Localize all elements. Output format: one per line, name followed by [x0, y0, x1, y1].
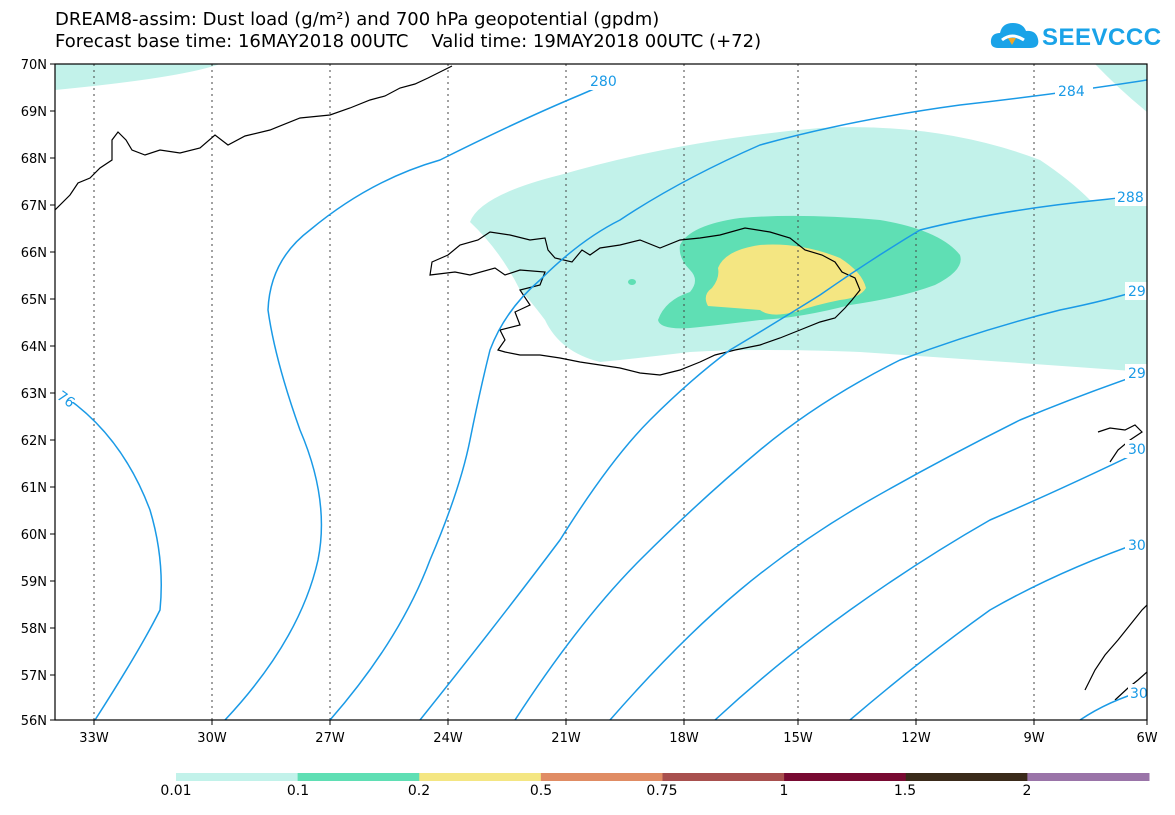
lat-label-70N: 70N: [21, 58, 47, 73]
lat-label-58N: 58N: [21, 622, 47, 637]
colorbar-label: 0.01: [160, 783, 192, 799]
lat-label-59N: 59N: [21, 575, 47, 590]
plot-frame: [54, 63, 1148, 721]
colorbar-swatch: [540, 773, 663, 781]
contour-label-308: 30: [1130, 686, 1148, 702]
longitude-labels: 33W 30W 27W 24W 21W 18W 15W 12W 9W 6W: [79, 731, 1157, 746]
dust-area-0.1-spot: [628, 279, 636, 285]
colorbar-label: 1: [779, 783, 789, 799]
lat-label-60N: 60N: [21, 528, 47, 543]
lat-label-64N: 64N: [21, 340, 47, 355]
tick-marks: [50, 63, 1148, 725]
lon-label-33W: 33W: [79, 731, 109, 746]
lat-label-68N: 68N: [21, 152, 47, 167]
colorbar-swatch: [419, 773, 542, 781]
contour-label-284: 284: [1058, 84, 1085, 100]
greenland-coast: [55, 65, 453, 211]
contour-label-288: 288: [1117, 190, 1144, 206]
contour-label-304: 30: [1128, 538, 1146, 554]
colorbar-swatch: [784, 773, 907, 781]
geopotential-contours: [55, 77, 1147, 720]
colorbar-swatch: [176, 773, 299, 781]
lon-label-15W: 15W: [783, 731, 813, 746]
map-title: DREAM8-assim: Dust load (g/m²) and 700 h…: [55, 9, 660, 30]
contour-label-280: 280: [590, 74, 617, 90]
colorbar-label: 1.5: [893, 783, 917, 799]
lon-label-30W: 30W: [197, 731, 227, 746]
lat-label-69N: 69N: [21, 105, 47, 120]
cloud-icon: [990, 23, 1039, 48]
colorbar-label: 0.1: [286, 783, 310, 799]
map-subtitle: Forecast base time: 16MAY2018 00UTC Vali…: [55, 31, 762, 52]
lon-label-21W: 21W: [551, 731, 581, 746]
iceland-coast: [429, 227, 861, 376]
lat-label-66N: 66N: [21, 246, 47, 261]
colorbar-label: 0.2: [407, 783, 431, 799]
colorbar-label: 0.75: [646, 783, 678, 799]
logo-text: SEEVCCC: [1042, 24, 1162, 51]
colorbar-swatch: [905, 773, 1028, 781]
latitude-labels: 70N 69N 68N 67N 66N 65N 64N 63N 62N 61N …: [21, 58, 47, 729]
lon-label-6W: 6W: [1136, 731, 1157, 746]
lat-label-57N: 57N: [21, 669, 47, 684]
coastlines: [55, 65, 1147, 701]
colorbar-label: 0.5: [529, 783, 553, 799]
lat-label-67N: 67N: [21, 199, 47, 214]
lon-label-24W: 24W: [433, 731, 463, 746]
lon-label-9W: 9W: [1023, 731, 1044, 746]
lat-label-62N: 62N: [21, 434, 47, 449]
contour-label-292: 29: [1128, 284, 1146, 300]
faroe-coast: [1097, 424, 1143, 463]
dust-area-0.01-ne: [1095, 64, 1147, 112]
seevccc-logo: SEEVCCC: [990, 18, 1161, 58]
lon-label-18W: 18W: [669, 731, 699, 746]
colorbar-label: 2: [1022, 783, 1032, 799]
colorbar: [176, 773, 1150, 781]
lat-label-56N: 56N: [21, 714, 47, 729]
dust-area-0.2: [705, 244, 866, 315]
colorbar-swatch: [1027, 773, 1150, 781]
scotland-coast: [1084, 604, 1147, 691]
lat-label-63N: 63N: [21, 387, 47, 402]
colorbar-swatch: [297, 773, 420, 781]
grid-lines: [93, 64, 1035, 720]
contour-label-300: 30: [1128, 442, 1146, 458]
lat-label-61N: 61N: [21, 481, 47, 496]
lon-label-12W: 12W: [901, 731, 931, 746]
dust-area-0.01: [55, 64, 220, 90]
lat-label-65N: 65N: [21, 293, 47, 308]
contour-label-296: 29: [1128, 366, 1146, 382]
lon-label-27W: 27W: [315, 731, 345, 746]
colorbar-swatch: [662, 773, 785, 781]
